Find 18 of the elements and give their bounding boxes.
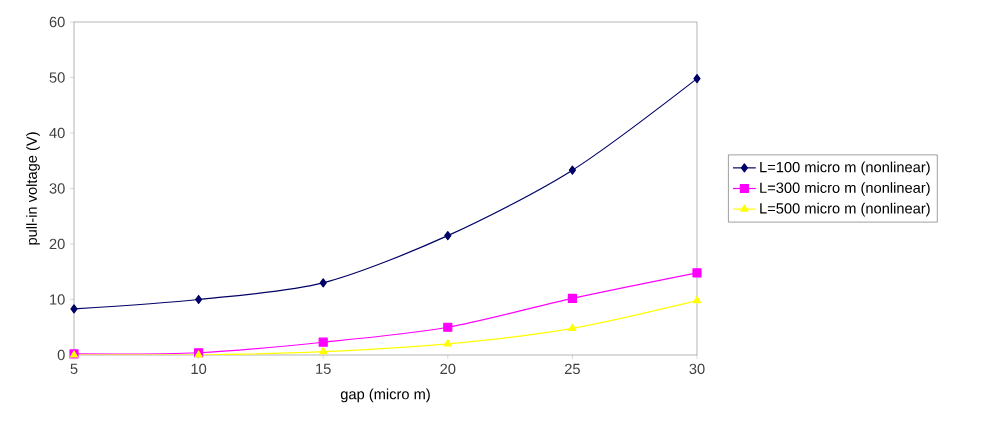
x-tick-label: 10 xyxy=(191,363,207,375)
legend-label: L=300 micro m (nonlinear) xyxy=(760,182,930,196)
y-tick-label: 60 xyxy=(49,16,65,28)
x-tick-label: 20 xyxy=(440,363,456,375)
legend-label: L=100 micro m (nonlinear) xyxy=(760,161,930,176)
y-tick-label: 10 xyxy=(50,294,65,305)
legend-label: L=500 micro m (nonlinear) xyxy=(760,202,930,217)
y-tick-label: 30 xyxy=(49,183,65,194)
x-tick-label: 5 xyxy=(70,363,78,374)
x-tick-label: 25 xyxy=(564,363,580,375)
y-tick-label: 40 xyxy=(49,127,65,139)
y-tick-label: 20 xyxy=(49,238,65,250)
x-axis-title: gap (micro m) xyxy=(340,388,430,403)
y-tick-label: 0 xyxy=(57,349,65,361)
y-tick-label: 50 xyxy=(49,72,65,83)
y-axis-title: pull-in voltage (V) xyxy=(26,132,40,245)
x-tick-label: 30 xyxy=(689,363,705,375)
x-tick-label: 15 xyxy=(316,363,331,374)
